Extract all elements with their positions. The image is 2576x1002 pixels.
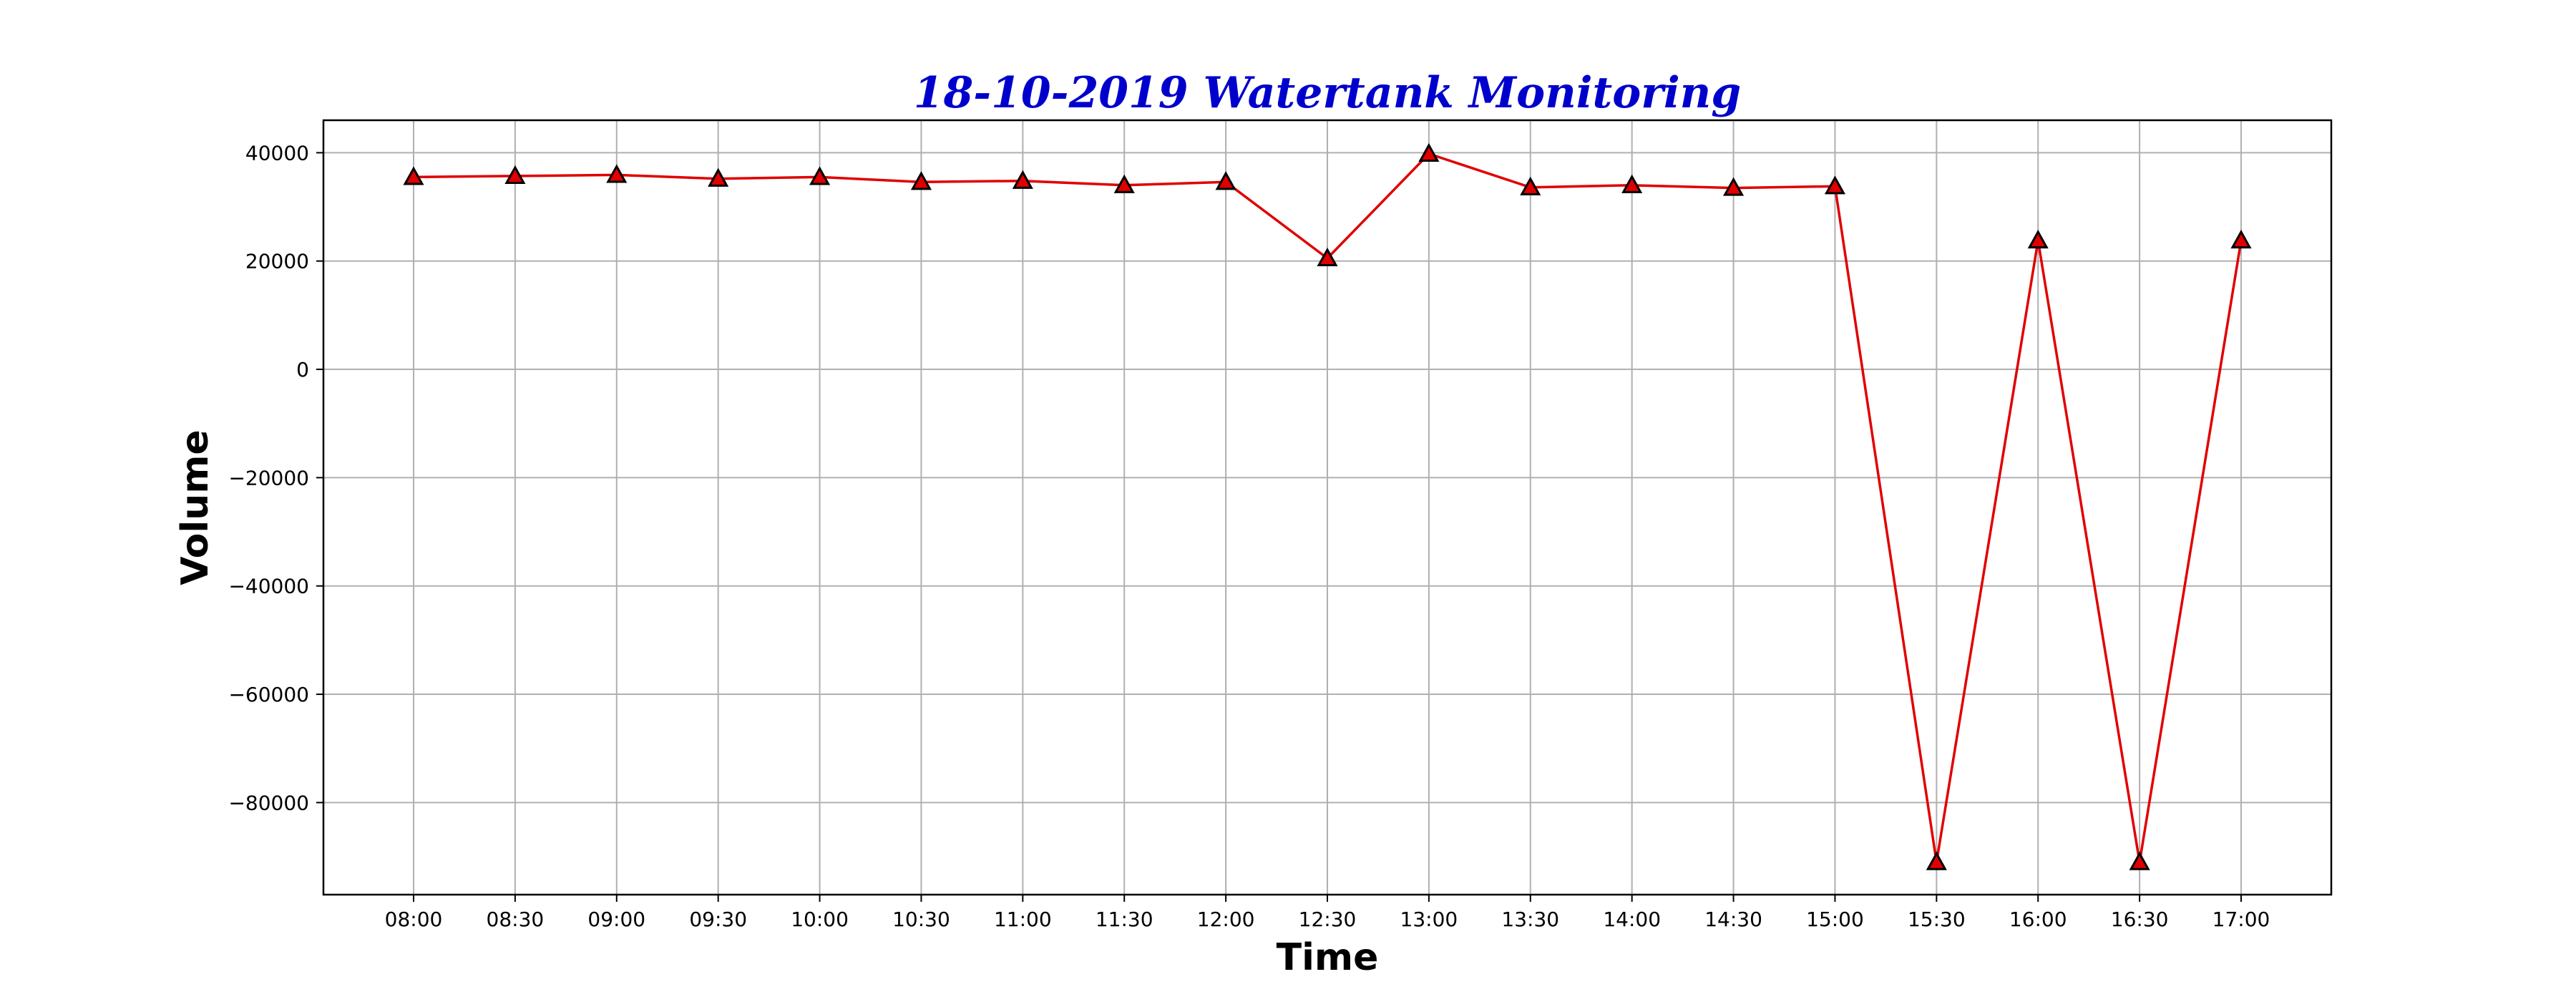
x-tick-label: 15:30 [1908, 908, 1966, 931]
x-tick-label: 10:30 [892, 908, 950, 931]
grid-layer [323, 120, 2331, 895]
data-point-marker [1317, 247, 1338, 267]
data-point-marker [910, 171, 932, 190]
x-axis-label: Time [1277, 936, 1379, 979]
x-tick-label: 13:00 [1400, 908, 1458, 931]
x-tick-label: 08:00 [385, 908, 443, 931]
x-tick-label: 16:30 [2111, 908, 2169, 931]
x-tick-label: 11:00 [994, 908, 1052, 931]
data-point-marker [1824, 175, 1845, 195]
y-tick-label: 20000 [245, 250, 309, 273]
tick-layer: 08:00 08:30 09:00 09:30 10:00 10:30 11:00 11:30… [228, 141, 2270, 931]
y-tick-label: −80000 [228, 791, 309, 814]
data-point-marker [1520, 176, 1541, 195]
data-point-marker [2230, 229, 2252, 249]
x-tick-label: 09:30 [689, 908, 747, 931]
plot-frame [322, 119, 2333, 896]
x-tick-label: 12:30 [1299, 908, 1357, 931]
x-tick-label: 08:30 [487, 908, 545, 931]
x-tick-label: 09:00 [587, 908, 645, 931]
x-tick-label: 10:00 [791, 908, 849, 931]
data-point-marker [2027, 229, 2049, 249]
x-tick-label: 13:30 [1501, 908, 1559, 931]
data-point-marker [1926, 851, 1947, 870]
data-point-marker [1418, 142, 1440, 162]
x-tick-label: 16:00 [2009, 908, 2067, 931]
data-point-marker [1215, 171, 1236, 190]
x-tick-label: 17:00 [2212, 908, 2270, 931]
y-tick-label: −60000 [228, 683, 309, 706]
y-tick-label: 0 [296, 358, 309, 381]
x-tick-label: 15:00 [1806, 908, 1864, 931]
data-point-marker [403, 166, 424, 185]
data-point-marker [1621, 174, 1643, 193]
data-point-marker [809, 166, 831, 185]
y-tick-label: −40000 [228, 575, 309, 598]
chart-title: 18-10-2019 Watertank Monitoring [914, 68, 1741, 118]
data-point-marker [504, 165, 526, 185]
data-point-marker [2129, 851, 2150, 870]
y-axis-label: Volume [174, 429, 217, 585]
data-point-marker [1113, 174, 1135, 193]
y-tick-label: −20000 [228, 466, 309, 490]
x-tick-label: 14:00 [1603, 908, 1661, 931]
series-layer [403, 142, 2252, 870]
data-point-marker [1012, 170, 1033, 189]
data-point-marker [606, 164, 628, 183]
x-tick-label: 12:00 [1197, 908, 1255, 931]
data-point-marker [1723, 177, 1745, 196]
x-tick-label: 11:30 [1096, 908, 1153, 931]
y-tick-label: 40000 [245, 141, 309, 165]
x-tick-label: 14:30 [1704, 908, 1762, 931]
data-point-marker [708, 167, 729, 187]
